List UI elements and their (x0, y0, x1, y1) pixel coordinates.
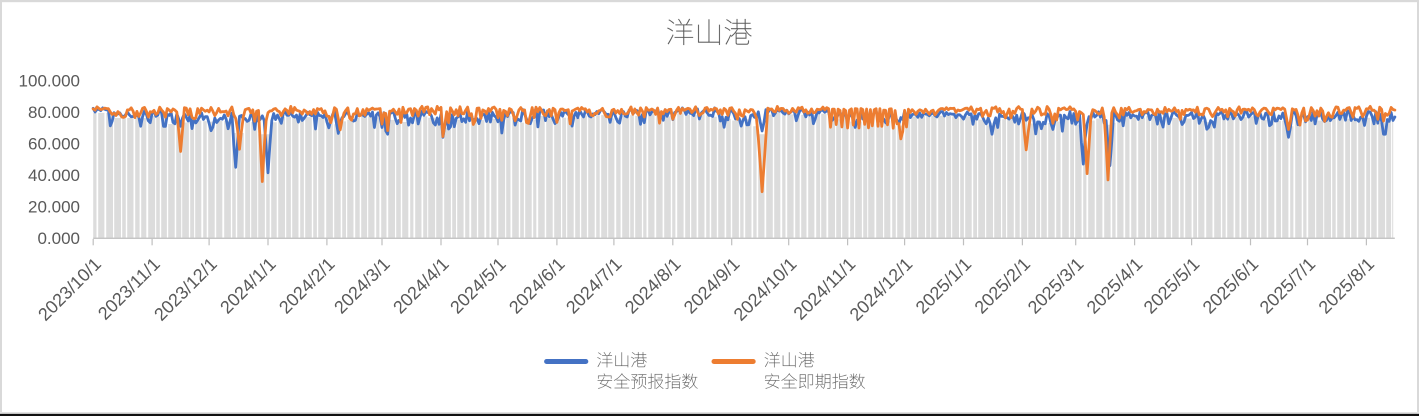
svg-text:2024/7/1: 2024/7/1 (562, 254, 626, 318)
svg-text:2024/1/1: 2024/1/1 (216, 254, 280, 318)
svg-text:2024/12/1: 2024/12/1 (846, 254, 917, 325)
svg-text:2025/2/1: 2025/2/1 (971, 254, 1035, 318)
svg-text:2025/8/1: 2025/8/1 (1315, 254, 1379, 318)
svg-text:40.000: 40.000 (28, 166, 80, 185)
svg-text:2024/5/1: 2024/5/1 (446, 254, 510, 318)
svg-text:2025/3/1: 2025/3/1 (1024, 254, 1088, 318)
svg-text:2025/4/1: 2025/4/1 (1083, 254, 1147, 318)
svg-text:20.000: 20.000 (28, 198, 80, 217)
svg-text:2025/7/1: 2025/7/1 (1256, 254, 1320, 318)
svg-text:2024/8/1: 2024/8/1 (621, 254, 685, 318)
svg-text:2024/4/1: 2024/4/1 (389, 254, 453, 318)
svg-text:60.000: 60.000 (28, 135, 80, 154)
svg-text:2023/12/1: 2023/12/1 (150, 254, 221, 325)
svg-text:80.000: 80.000 (28, 103, 80, 122)
svg-text:2024/2/1: 2024/2/1 (275, 254, 339, 318)
svg-text:2023/10/1: 2023/10/1 (34, 254, 105, 325)
svg-text:2025/5/1: 2025/5/1 (1140, 254, 1204, 318)
svg-text:2024/10/1: 2024/10/1 (730, 254, 801, 325)
svg-text:2025/1/1: 2025/1/1 (912, 254, 976, 318)
svg-text:100.000: 100.000 (19, 72, 80, 91)
svg-text:2024/6/1: 2024/6/1 (505, 254, 569, 318)
svg-text:2024/3/1: 2024/3/1 (330, 254, 394, 318)
svg-text:0.000: 0.000 (37, 229, 80, 248)
svg-text:2025/6/1: 2025/6/1 (1199, 254, 1263, 318)
